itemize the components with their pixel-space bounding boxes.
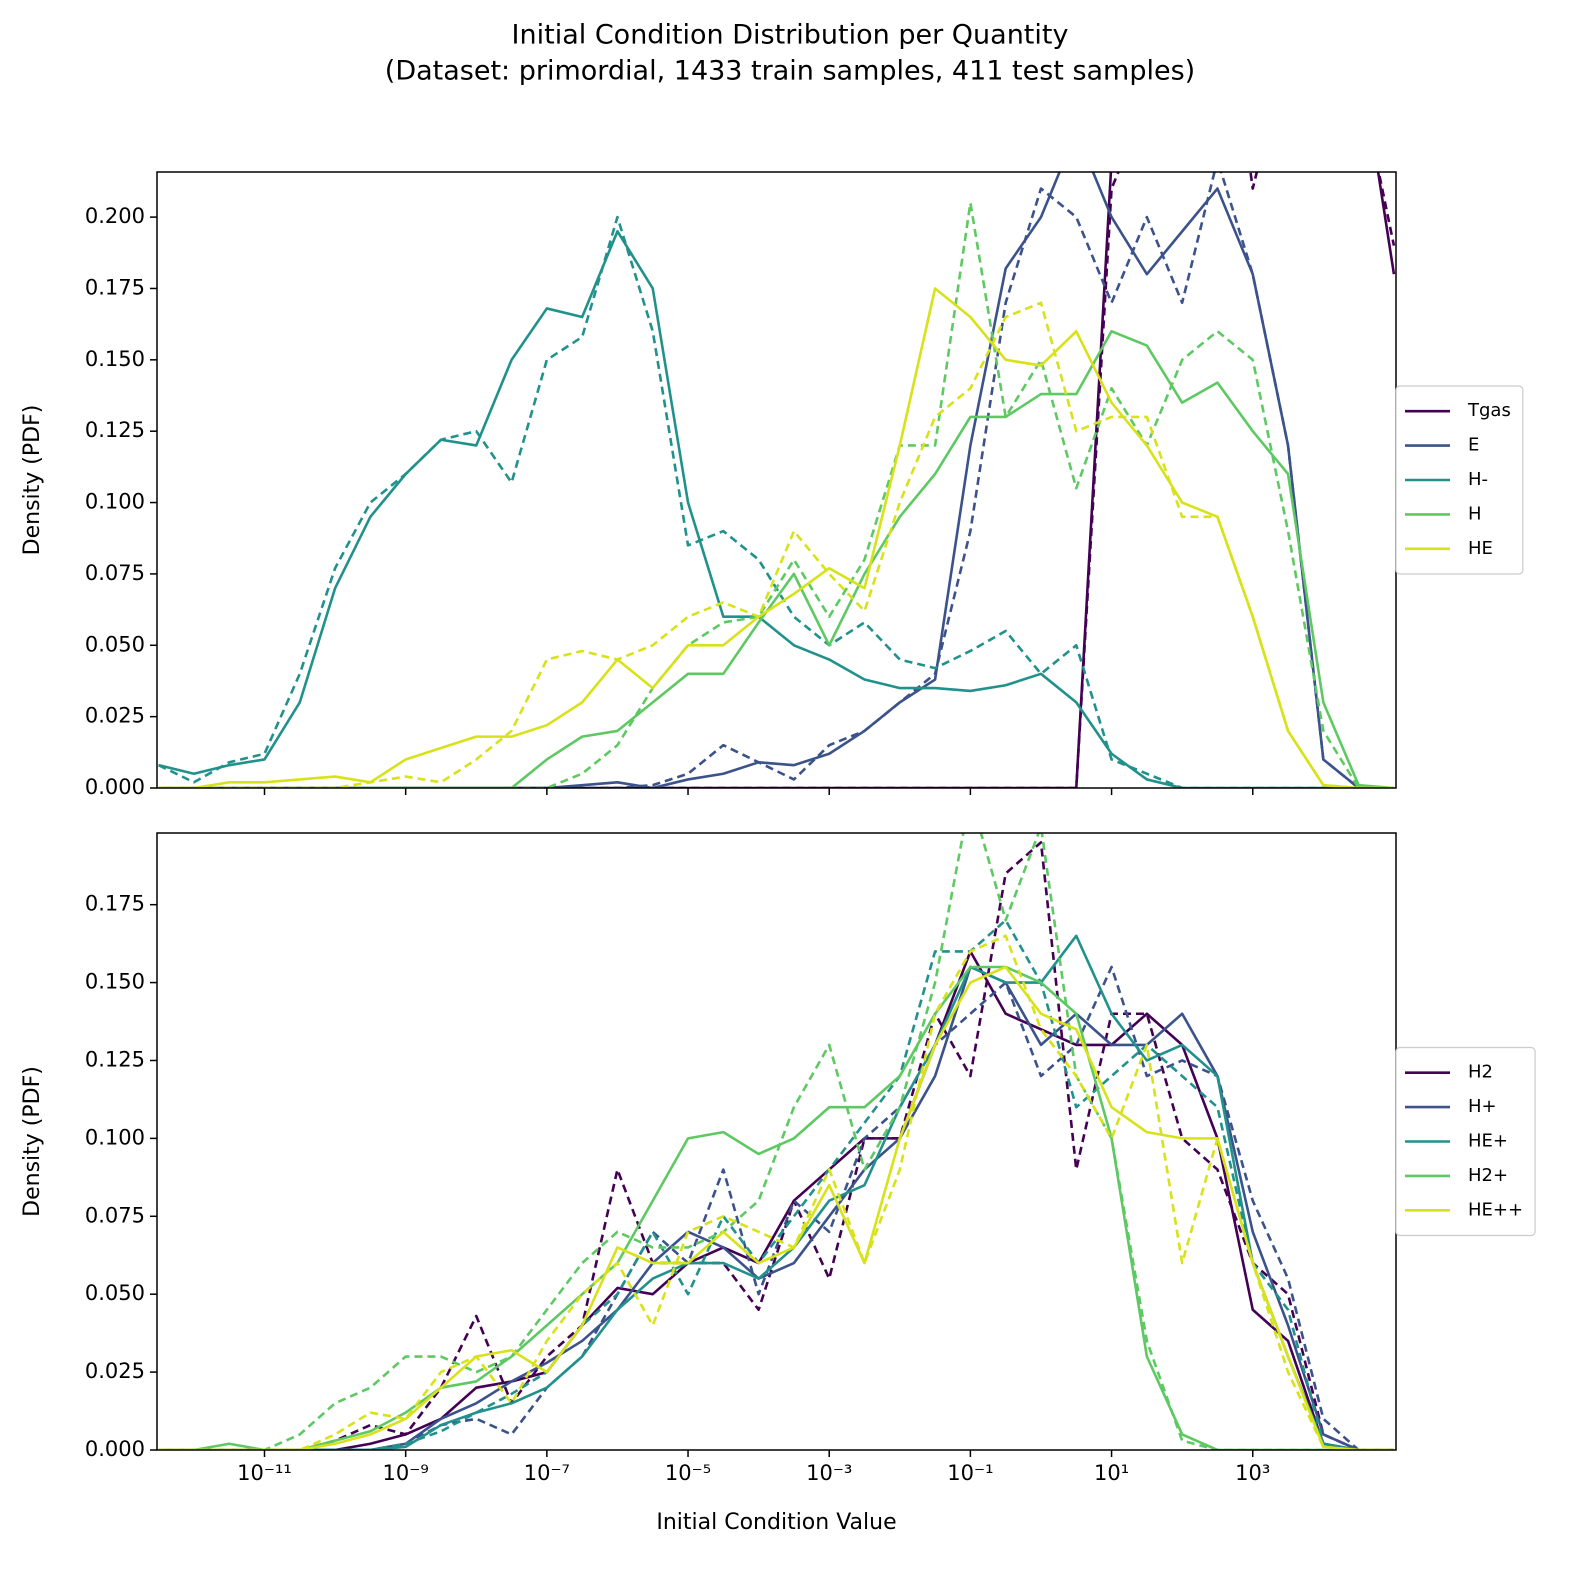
- y-tick-label: 0.125: [85, 1047, 145, 1071]
- test-line: [158, 172, 1394, 788]
- y-axis-label: Density (PDF): [20, 405, 45, 556]
- plot-lines: [158, 833, 1394, 1450]
- y-tick-label: 0.075: [85, 561, 145, 585]
- train-line: [158, 965, 1394, 1450]
- test-line: [158, 201, 1394, 788]
- y-tick-label: 0.000: [85, 775, 145, 799]
- legend-label: H-: [1468, 469, 1488, 490]
- y-tick-label: 0.050: [85, 1281, 145, 1305]
- train-line: [158, 965, 1394, 1450]
- y-tick-label: 0.175: [85, 892, 145, 916]
- x-axis-label: Initial Condition Value: [656, 1510, 896, 1535]
- x-tick-label: 10⁻¹: [947, 1461, 993, 1485]
- x-tick-label: 10⁻¹¹: [237, 1461, 292, 1485]
- train-line: [158, 172, 1394, 788]
- y-axis-label: Density (PDF): [20, 1066, 45, 1217]
- y-tick-label: 0.200: [85, 204, 145, 228]
- y-tick-label: 0.100: [85, 1125, 145, 1149]
- y-tick-label: 0.175: [85, 275, 145, 299]
- x-tick-label: 10⁻⁷: [524, 1461, 570, 1485]
- test-line: [158, 965, 1394, 1450]
- legend-label: H+: [1468, 1096, 1497, 1117]
- train-line: [158, 329, 1395, 788]
- y-tick-label: 0.150: [85, 970, 145, 994]
- y-tick-label: 0.100: [85, 490, 145, 514]
- legend-box: [1395, 385, 1524, 575]
- legend-label: HE++: [1468, 1199, 1523, 1220]
- x-tick-label: 10⁻³: [806, 1461, 852, 1485]
- y-tick-label: 0.125: [85, 418, 145, 442]
- y-tick-label: 0.025: [85, 704, 145, 728]
- legend-label: HE: [1468, 538, 1493, 559]
- train-line: [158, 934, 1394, 1450]
- legend-label: E: [1468, 435, 1479, 456]
- test-line: [158, 301, 1394, 788]
- legend-label: H2: [1468, 1062, 1493, 1083]
- legend-label: HE+: [1468, 1131, 1508, 1152]
- y-tick-label: 0.150: [85, 347, 145, 371]
- x-tick-label: 10⁻⁹: [383, 1461, 429, 1485]
- legend-label: Tgas: [1467, 400, 1511, 421]
- legend-label: H2+: [1468, 1165, 1508, 1186]
- train-line: [158, 965, 1394, 1450]
- train-line: [158, 950, 1394, 1450]
- train-line: [158, 230, 1394, 788]
- figure-subtitle: (Dataset: primordial, 1433 train samples…: [385, 56, 1195, 87]
- figure-title: Initial Condition Distribution per Quant…: [512, 20, 1069, 51]
- y-tick-label: 0.050: [85, 632, 145, 656]
- y-tick-label: 0.025: [85, 1359, 145, 1383]
- y-tick-label: 0.075: [85, 1203, 145, 1227]
- legend-box: [1395, 1046, 1536, 1237]
- test-line: [158, 934, 1394, 1450]
- test-line: [158, 841, 1394, 1450]
- test-line: [158, 833, 1394, 1450]
- x-tick-label: 10⁻⁵: [665, 1461, 711, 1485]
- plot-lines: [158, 172, 1396, 788]
- x-tick-label: 10³: [1235, 1461, 1270, 1485]
- train-line: [158, 287, 1394, 788]
- y-tick-label: 0.000: [85, 1437, 145, 1461]
- x-tick-label: 10¹: [1094, 1461, 1129, 1485]
- legend-label: H: [1468, 503, 1482, 524]
